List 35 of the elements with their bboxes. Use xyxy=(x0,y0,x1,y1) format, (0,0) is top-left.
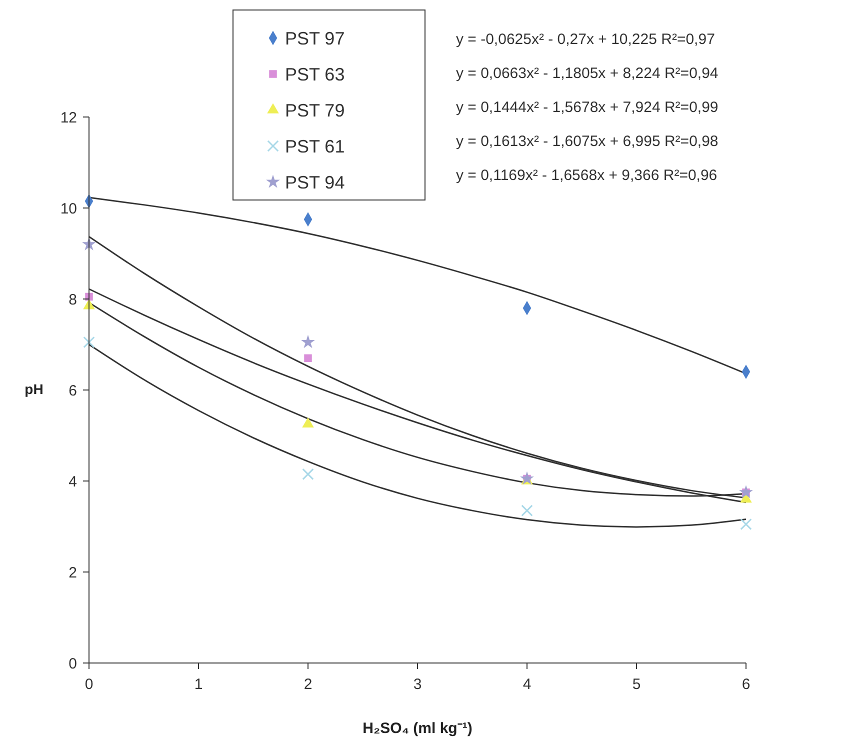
text: y = 0,0663x² - 1,1805x + 8,224 R²=0,94 xyxy=(456,65,718,82)
point xyxy=(520,471,534,485)
legend-label: PST 94 xyxy=(285,172,345,192)
legend-label: PST 97 xyxy=(285,28,345,48)
legend-label: PST 63 xyxy=(285,64,345,84)
x-tick-label: 4 xyxy=(522,676,532,693)
x-tick-label: 3 xyxy=(413,676,422,693)
legend-label: PST 79 xyxy=(285,100,345,120)
point xyxy=(301,334,315,348)
point xyxy=(304,354,312,362)
point xyxy=(740,518,752,530)
y-tick-label: 10 xyxy=(60,200,77,218)
x-tick-label: 5 xyxy=(632,676,641,693)
annotation: y = 0,1169x² - 1,6568x + 9,366 R²=0,96 xyxy=(456,167,718,184)
text: y = 0,1444x² - 1,5678x + 7,924 R²=0,99 xyxy=(456,99,718,116)
y-tick-label: 2 xyxy=(68,564,77,582)
point xyxy=(302,468,314,480)
x-tick-label: 0 xyxy=(84,676,94,693)
point xyxy=(739,485,753,498)
x-tick-label: 6 xyxy=(742,676,750,693)
point xyxy=(521,504,533,516)
y-tick-label: 8 xyxy=(68,291,77,308)
x-tick-label: 1 xyxy=(194,676,203,693)
point xyxy=(302,417,314,428)
y-axis-title: pH xyxy=(24,381,44,397)
y-tick-label: 4 xyxy=(68,473,77,490)
y-tick-label: 6 xyxy=(68,382,77,400)
y-tick-label: 0 xyxy=(68,655,77,672)
legend-label: PST 61 xyxy=(285,136,345,156)
y-tick-label: 12 xyxy=(60,109,77,126)
x-tick-label: 2 xyxy=(304,676,312,693)
text: y = -0,0625x² - 0,27x + 10,225 R²=0,97 xyxy=(456,31,715,48)
point xyxy=(83,336,95,348)
annotation: y = 0,1613x² - 1,6075x + 6,995 R²=0,98 xyxy=(456,133,718,150)
x-axis-title: H₂SO₄ (ml kg⁻¹) xyxy=(362,720,472,737)
